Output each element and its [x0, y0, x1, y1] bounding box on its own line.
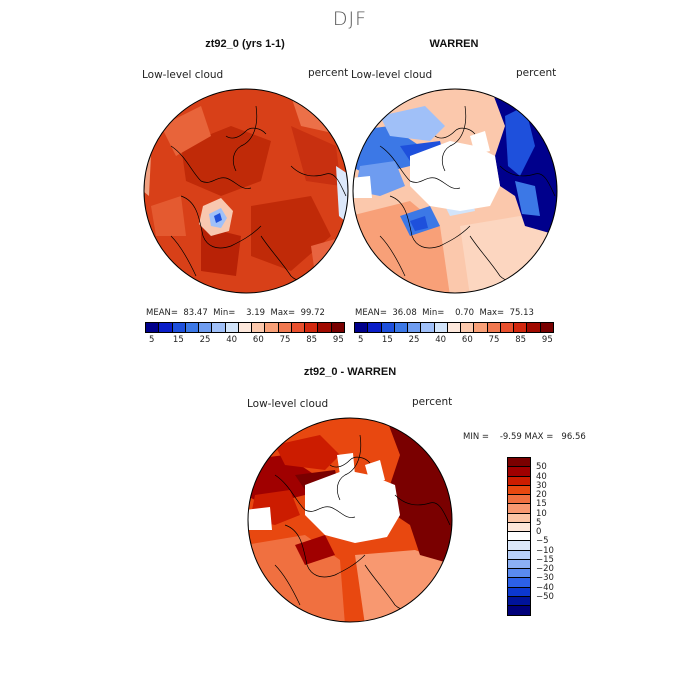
colorbar-swatch [291, 323, 306, 332]
colorbar-tick-label: 75 [279, 335, 291, 345]
colorbar-tick-label: −30 [536, 573, 554, 584]
colorbar-tick-label: −40 [536, 582, 554, 593]
colorbar-swatch [159, 323, 173, 332]
panel1-stats: MEAN= 83.47 Min= 3.19 Max= 99.72 [146, 308, 325, 318]
colorbar-tick-label: 40 [435, 335, 447, 345]
colorbar-tick-label: 85 [306, 335, 318, 345]
colorbar-swatch [474, 323, 488, 332]
colorbar-swatch [368, 323, 382, 332]
colorbar-tick-label: 85 [515, 335, 527, 345]
colorbar-swatch [508, 504, 530, 514]
colorbar-tick-label: −10 [536, 545, 554, 556]
colorbar-swatch [185, 323, 200, 332]
panel2-title: WARREN [429, 38, 479, 50]
colorbar-swatch [252, 323, 266, 332]
season-title: DJF [332, 8, 368, 30]
colorbar-swatch [146, 323, 160, 332]
colorbar-swatch [540, 323, 553, 332]
colorbar-swatch [508, 606, 530, 616]
colorbar-swatch [238, 323, 253, 332]
colorbar-swatch [508, 596, 530, 606]
panel1-units-label: percent [308, 67, 349, 79]
colorbar-swatch [447, 323, 462, 332]
colorbar-tick-label: 0 [536, 527, 542, 537]
panel3-variable-label: Low-level cloud [247, 398, 329, 410]
colorbar-swatch [355, 323, 369, 332]
colorbar-tick-label: 5 [357, 335, 364, 345]
colorbar-swatch [331, 323, 344, 332]
colorbar-tick-label: 5 [536, 517, 542, 528]
colorbar-swatch [172, 323, 186, 332]
panel1-variable-label: Low-level cloud [142, 69, 224, 81]
colorbar-tick-label: 60 [461, 335, 473, 345]
colorbar-tick-label: −20 [536, 564, 554, 574]
panel3-title: zt92_0 - WARREN [303, 366, 397, 378]
colorbar-swatch [225, 323, 239, 332]
colorbar-tick-label: 50 [536, 462, 547, 473]
panel2-variable-label: Low-level cloud [351, 69, 433, 81]
colorbar-tick-label: 25 [408, 335, 420, 345]
panel3-colorbar-ticks: 50 40 30 20 15 10 5 0 −5 −10 −15 −20 −30 −40 −50 [536, 457, 576, 617]
colorbar-swatch [508, 522, 530, 532]
colorbar-tick-label: 95 [332, 335, 344, 345]
panel3-colorbar [507, 457, 531, 617]
colorbar-swatch [408, 323, 422, 332]
colorbar-tick-label: −5 [536, 536, 549, 547]
colorbar-swatch [508, 485, 530, 495]
colorbar-tick-label: 60 [252, 335, 264, 345]
colorbar-tick-label: 10 [536, 508, 547, 519]
colorbar-tick-label: 75 [488, 335, 500, 345]
colorbar-swatch [508, 458, 530, 468]
colorbar-swatch [508, 513, 530, 523]
panel1-title: zt92_0 (yrs 1-1) [205, 38, 285, 50]
colorbar-swatch [508, 550, 530, 560]
colorbar-swatch [508, 578, 530, 588]
colorbar-swatch [500, 323, 515, 332]
colorbar-swatch [508, 467, 530, 477]
colorbar-swatch [461, 323, 475, 332]
colorbar-swatch [421, 323, 435, 332]
colorbar-tick-label: −50 [536, 591, 554, 602]
panel1-polar-map [143, 88, 349, 294]
panel3-polar-map [247, 417, 453, 623]
panel1-colorbar: 5 15 25 40 60 75 85 95 [145, 322, 345, 347]
colorbar-swatch [265, 323, 279, 332]
colorbar-tick-label: 15 [172, 335, 184, 345]
colorbar-swatch [508, 476, 530, 486]
colorbar-swatch [508, 569, 530, 579]
colorbar-swatch [508, 587, 530, 597]
colorbar-tick-label: 5 [148, 335, 155, 345]
colorbar-tick-label: 20 [536, 490, 547, 500]
colorbar-swatch [305, 323, 319, 332]
colorbar-tick-label: 40 [226, 335, 238, 345]
colorbar-swatch [381, 323, 395, 332]
colorbar-swatch [487, 323, 501, 332]
colorbar-swatch [508, 532, 530, 542]
colorbar-swatch [199, 323, 213, 332]
panel2-polar-map [352, 88, 558, 294]
colorbar-swatch [508, 559, 530, 569]
panel2-colorbar: 5 15 25 40 60 75 85 95 [354, 322, 554, 347]
colorbar-swatch [212, 323, 226, 332]
colorbar-swatch [394, 323, 409, 332]
colorbar-swatch [318, 323, 332, 332]
colorbar-swatch [508, 495, 530, 505]
colorbar-tick-label: −15 [536, 554, 554, 565]
colorbar-tick-label: 25 [199, 335, 211, 345]
panel3-stats: MIN = -9.59 MAX = 96.56 [463, 432, 586, 442]
panel2-units-label: percent [516, 67, 557, 79]
colorbar-swatch [434, 323, 448, 332]
colorbar-swatch [508, 541, 530, 551]
colorbar-tick-label: 30 [536, 480, 547, 491]
colorbar-tick-label: 95 [541, 335, 553, 345]
colorbar-swatch [278, 323, 292, 332]
colorbar-swatch [527, 323, 541, 332]
colorbar-swatch [514, 323, 528, 332]
colorbar-tick-label: 15 [536, 499, 547, 510]
panel2-stats: MEAN= 36.08 Min= 0.70 Max= 75.13 [355, 308, 534, 318]
colorbar-tick-label: 15 [381, 335, 393, 345]
colorbar-tick-label: 40 [536, 471, 547, 482]
panel3-units-label: percent [412, 396, 453, 408]
